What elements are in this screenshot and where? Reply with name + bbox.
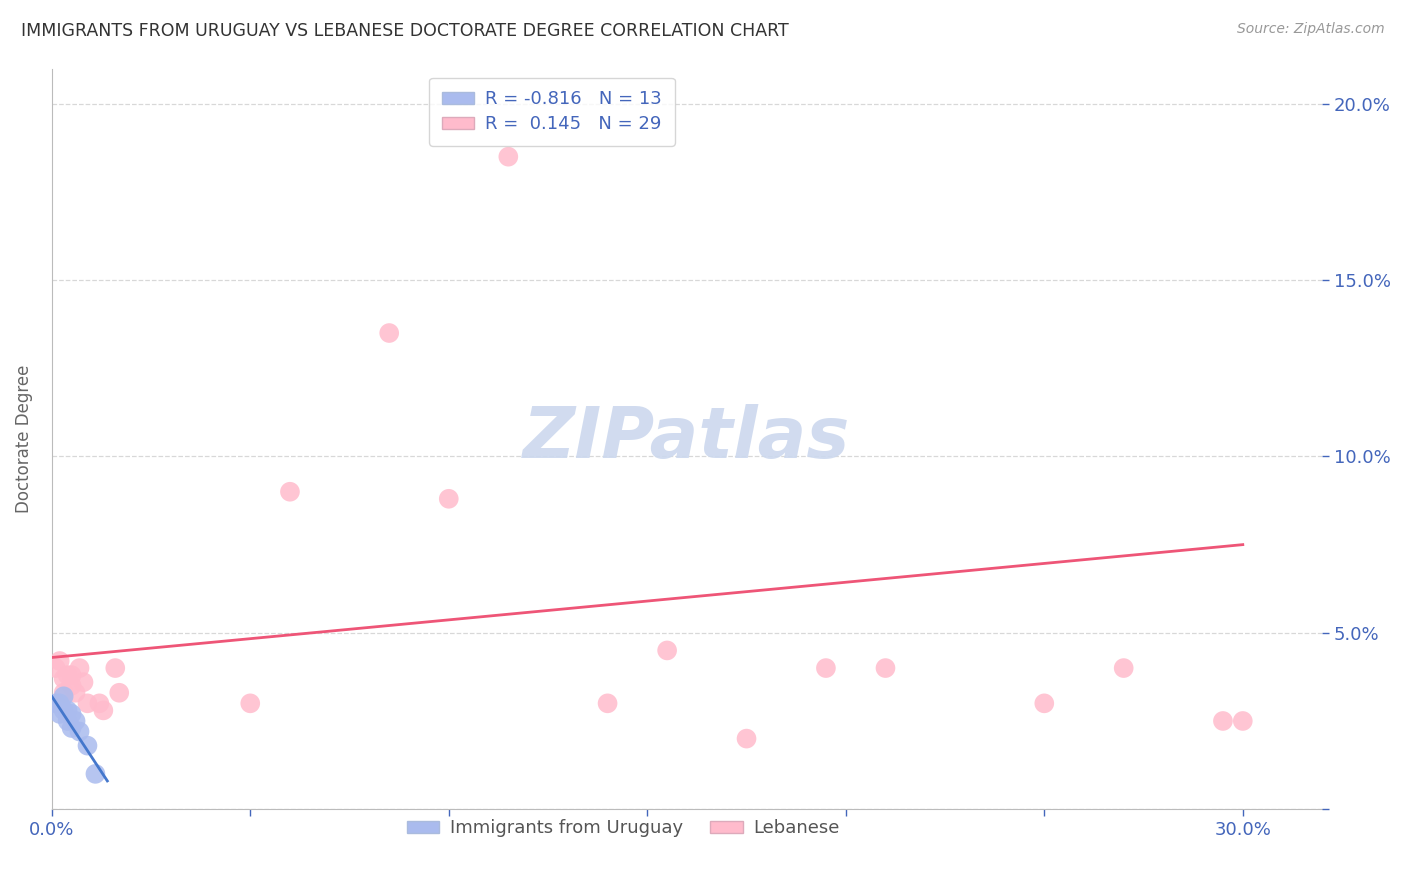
- Point: [735, 731, 758, 746]
- Point: [596, 696, 619, 710]
- Point: [45, 696, 67, 710]
- Point: [48, 706, 70, 721]
- Point: [60, 721, 83, 735]
- Point: [52, 690, 75, 704]
- Point: [76, 739, 98, 753]
- Point: [1112, 661, 1135, 675]
- Point: [104, 661, 127, 675]
- Point: [76, 696, 98, 710]
- Point: [60, 706, 83, 721]
- Point: [1033, 696, 1056, 710]
- Point: [56, 668, 79, 682]
- Point: [52, 686, 75, 700]
- Point: [56, 714, 79, 728]
- Point: [655, 643, 678, 657]
- Point: [69, 724, 91, 739]
- Point: [69, 661, 91, 675]
- Point: [72, 675, 94, 690]
- Point: [278, 484, 301, 499]
- Text: ZIPatlas: ZIPatlas: [523, 404, 851, 474]
- Point: [60, 668, 83, 682]
- Point: [60, 679, 83, 693]
- Point: [498, 150, 520, 164]
- Point: [84, 767, 107, 781]
- Point: [1232, 714, 1254, 728]
- Point: [437, 491, 460, 506]
- Y-axis label: Doctorate Degree: Doctorate Degree: [15, 365, 32, 513]
- Point: [108, 686, 131, 700]
- Point: [814, 661, 837, 675]
- Text: IMMIGRANTS FROM URUGUAY VS LEBANESE DOCTORATE DEGREE CORRELATION CHART: IMMIGRANTS FROM URUGUAY VS LEBANESE DOCT…: [21, 22, 789, 40]
- Point: [52, 672, 75, 686]
- Point: [875, 661, 897, 675]
- Point: [48, 654, 70, 668]
- Point: [378, 326, 401, 340]
- Point: [56, 703, 79, 717]
- Legend: Immigrants from Uruguay, Lebanese: Immigrants from Uruguay, Lebanese: [399, 812, 848, 845]
- Point: [65, 686, 87, 700]
- Point: [45, 661, 67, 675]
- Point: [1212, 714, 1234, 728]
- Text: Source: ZipAtlas.com: Source: ZipAtlas.com: [1237, 22, 1385, 37]
- Point: [93, 703, 115, 717]
- Point: [239, 696, 262, 710]
- Point: [48, 696, 70, 710]
- Point: [52, 703, 75, 717]
- Point: [89, 696, 111, 710]
- Point: [65, 714, 87, 728]
